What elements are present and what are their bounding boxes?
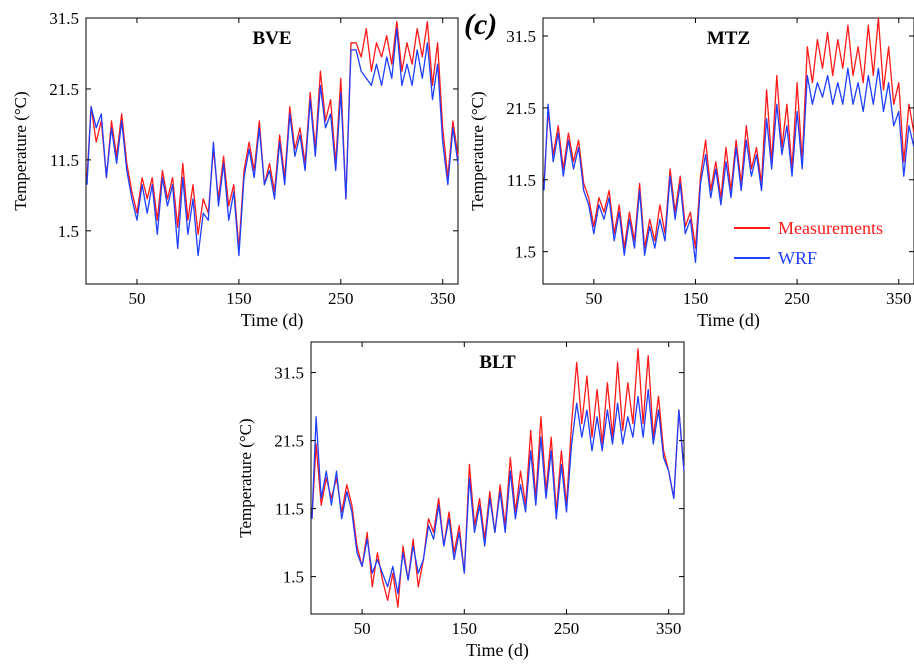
y-tick-label: 21.5	[506, 99, 536, 118]
x-tick-label: 50	[585, 289, 602, 308]
chart-bve: 50 150 250 350 1.5 11.5 21.5 31.5 BVE Time (d) Tem…	[11, 9, 459, 331]
plot-frame	[85, 17, 459, 285]
x-tick-label: 250	[784, 289, 810, 308]
legend: Measurements WRF	[734, 218, 883, 268]
y-tick-label: 11.5	[50, 151, 79, 170]
plot-frame	[542, 17, 914, 285]
series-line-wrf	[543, 67, 914, 264]
x-tick-label: 350	[886, 289, 912, 308]
x-tick-label: 50	[128, 289, 145, 308]
legend-label-measurements: Measurements	[778, 218, 883, 238]
series-line-wrf	[86, 27, 459, 257]
y-tick-label: 31.5	[506, 27, 536, 46]
y-axis-label: Temperature (°C)	[11, 91, 30, 210]
x-tick-label: 50	[354, 619, 371, 638]
y-tick-label: 31.5	[49, 9, 79, 28]
y-tick-label: 11.5	[275, 500, 304, 519]
y-tick-label: 1.5	[283, 568, 304, 587]
x-tick-label: 250	[328, 289, 354, 308]
y-tick-label: 1.5	[58, 222, 79, 241]
panel-label: (c)	[464, 8, 498, 41]
y-tick-label: 11.5	[507, 171, 536, 190]
chart-blt: 50 150 250 350 1.5 11.5 21.5 31.5 BLT Time (d) Tem…	[236, 341, 685, 661]
chart-title: BVE	[252, 28, 291, 49]
x-tick-label: 250	[554, 619, 580, 638]
series-line-measurements	[543, 17, 914, 249]
x-tick-label: 150	[226, 289, 252, 308]
y-tick-label: 1.5	[515, 243, 536, 262]
legend-label-wrf: WRF	[778, 248, 817, 268]
series-line-measurements	[86, 20, 459, 250]
plot-frame	[310, 341, 685, 615]
x-tick-label: 150	[683, 289, 709, 308]
y-tick-label: 21.5	[274, 432, 304, 451]
y-axis-label: Temperature (°C)	[468, 91, 487, 210]
y-tick-label: 21.5	[49, 80, 79, 99]
x-tick-label: 350	[430, 289, 456, 308]
series-line-wrf	[311, 388, 685, 595]
x-tick-label: 150	[452, 619, 478, 638]
chart-mtz: 50 150 250 350 1.5 11.5 21.5 31.5 MTZ Time (d) Tem…	[468, 17, 914, 331]
chart-title: BLT	[479, 352, 516, 373]
x-tick-label: 350	[656, 619, 682, 638]
x-axis-label: Time (d)	[697, 310, 760, 331]
x-axis-label: Time (d)	[241, 310, 304, 331]
y-axis-label: Temperature (°C)	[236, 418, 255, 537]
chart-title: MTZ	[707, 28, 750, 49]
x-axis-label: Time (d)	[466, 640, 529, 661]
y-tick-label: 31.5	[274, 364, 304, 383]
series-line-measurements	[311, 348, 685, 608]
